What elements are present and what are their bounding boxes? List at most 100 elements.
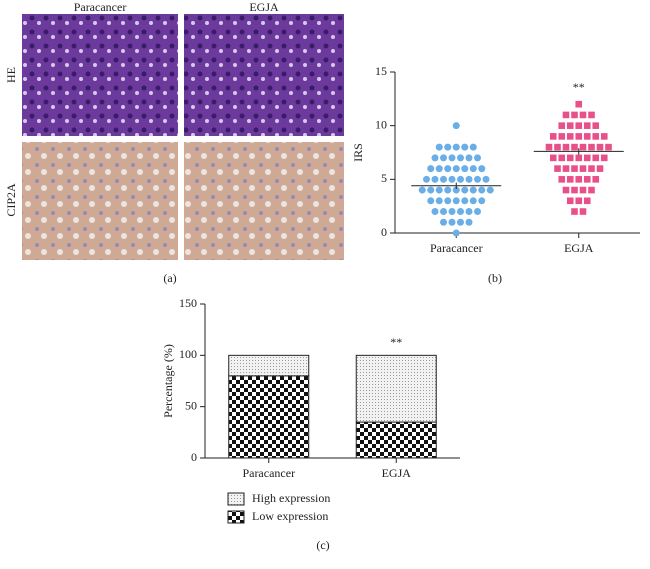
column-label: EGJA [249,0,279,14]
x-tick-label: Paracancer [430,241,483,255]
data-point [469,165,477,173]
bar-segment [228,354,310,377]
data-point [583,133,591,140]
data-point [571,186,578,194]
bar-segment [228,375,310,459]
annotation: ** [573,80,585,94]
data-point [440,154,447,162]
data-point [452,197,460,205]
data-point [562,111,570,119]
legend-label: High expression [252,491,330,505]
data-point [571,165,578,172]
data-point [583,197,591,205]
data-point [575,154,583,162]
data-point [469,186,477,194]
data-point [440,208,447,216]
data-point [600,133,608,140]
legend-swatch [227,492,245,506]
data-point [566,122,574,129]
data-point [562,165,570,172]
data-point [478,186,486,194]
data-point [575,122,583,129]
data-point [558,154,566,162]
x-tick-label: EGJA [382,466,412,480]
data-point [448,175,456,183]
bar-segment [355,354,437,423]
data-point [444,186,452,194]
data-point [435,186,443,194]
y-tick-label: 15 [375,64,387,78]
data-point [583,176,591,183]
y-tick-label: 5 [381,171,387,185]
data-point [427,165,435,173]
y-axis-label: Percentage (%) [161,344,175,418]
data-point [558,133,566,140]
data-point [474,175,481,183]
y-tick-label: 0 [381,225,387,239]
data-point [562,143,570,151]
data-point [482,175,490,183]
data-point [575,197,583,205]
data-point [435,165,443,173]
data-point [452,122,460,130]
data-point [549,133,557,140]
data-point [592,133,600,140]
data-point [571,208,578,215]
data-point [448,208,456,216]
data-point [423,175,430,183]
annotation: ** [390,335,402,349]
y-tick-label: 10 [375,117,387,131]
data-point [448,218,456,226]
data-point [579,165,587,172]
bar-segment [355,421,437,459]
data-point [579,208,587,215]
data-point [461,165,469,173]
data-point [431,175,439,183]
data-point [554,143,561,151]
data-point [469,197,477,205]
data-point [431,208,439,216]
data-point [465,208,473,216]
data-point [461,197,469,205]
data-point [579,186,587,194]
data-point [452,229,460,237]
y-tick-label: 0 [191,450,197,464]
data-point [575,133,583,140]
data-point [440,175,447,183]
data-point [554,165,561,172]
data-point [440,218,447,226]
data-point [427,197,435,205]
data-point [592,176,600,183]
data-point [583,122,591,129]
data-point [571,143,578,151]
data-point [571,111,578,119]
x-tick-label: EGJA [564,241,594,255]
data-point [566,133,574,140]
data-point [592,154,600,162]
data-point [435,197,443,205]
data-point [600,154,608,162]
data-point [448,154,456,162]
data-point [579,111,587,119]
data-point [474,154,481,162]
column-label: Paracancer [74,0,127,14]
data-point [444,197,452,205]
data-point [465,218,473,226]
data-point [465,175,473,183]
data-point [457,154,464,162]
data-point [588,165,595,172]
data-point [566,197,574,205]
data-point [418,186,426,194]
data-point [566,176,574,183]
data-point [588,186,595,194]
data-point [452,143,460,151]
data-point [596,165,604,172]
data-point [588,111,595,119]
histology-image [184,14,344,136]
data-point [444,143,452,151]
data-point [435,143,443,151]
data-point [486,186,494,194]
data-point [566,154,574,162]
data-point [579,143,587,151]
